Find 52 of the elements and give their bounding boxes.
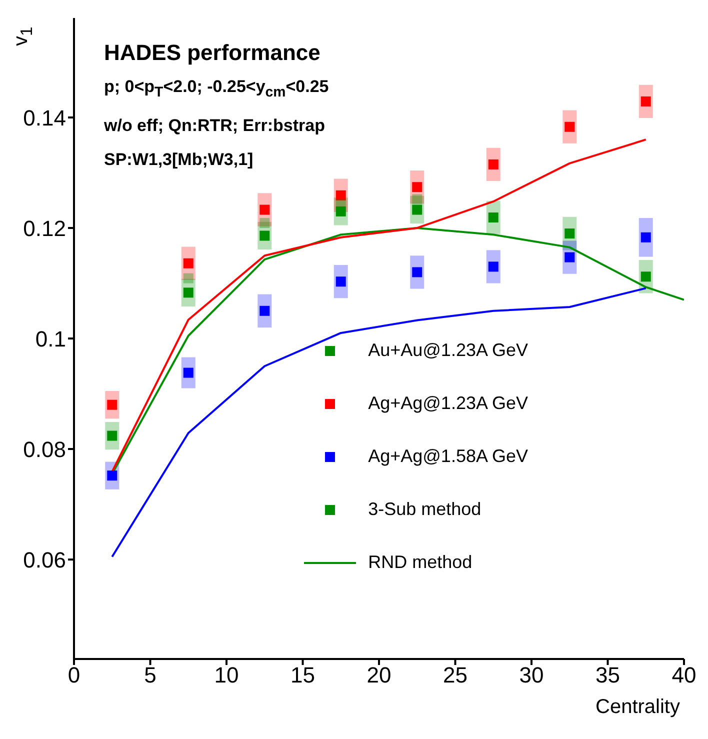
x-tick-label: 10 — [214, 662, 239, 688]
point — [412, 267, 422, 278]
x-tick-label: 5 — [144, 662, 156, 688]
point — [564, 122, 575, 132]
point — [488, 159, 498, 170]
y-tick-label: 0.14 — [23, 105, 66, 130]
point — [107, 430, 118, 441]
point — [336, 276, 346, 287]
x-axis-title: Centrality — [596, 696, 680, 719]
point — [564, 228, 575, 239]
x-tick-label: 15 — [290, 662, 315, 688]
point — [336, 199, 346, 210]
annotation: p; 0<p$_{T}$<2.0; -0.25<y$_{cm}$<0.25 — [104, 76, 329, 102]
point — [183, 288, 194, 298]
x-tick-label: 0 — [68, 662, 80, 688]
point — [640, 96, 651, 106]
legend-label: Ag+Ag@1.23A GeV — [368, 393, 528, 414]
annotation: SP:W1,3[Mb;W3,1] — [104, 149, 254, 172]
point — [412, 194, 422, 204]
point — [107, 400, 118, 410]
legend-label: RND method — [368, 552, 472, 573]
x-tick-label: 30 — [519, 662, 544, 688]
x-tick-label: 20 — [366, 662, 392, 688]
point — [260, 230, 270, 241]
point — [260, 204, 270, 215]
point — [412, 182, 422, 192]
x-tick-label: 35 — [596, 662, 620, 688]
point — [488, 262, 498, 272]
x-tick-label: 25 — [443, 662, 468, 688]
point — [336, 190, 346, 200]
point — [260, 306, 270, 316]
x-tick-label: 40 — [672, 662, 696, 688]
point — [412, 204, 422, 215]
legend-label: 3-Sub method — [368, 499, 482, 520]
point — [564, 252, 575, 262]
point — [107, 470, 118, 481]
point — [260, 218, 270, 228]
y-tick-label: 0.12 — [23, 216, 66, 241]
point — [183, 273, 194, 284]
text: HADES performance — [104, 39, 322, 67]
y-tick-label: 0.08 — [23, 436, 66, 462]
point — [183, 368, 194, 378]
point — [640, 232, 651, 242]
y-tick-label: 0.1 — [35, 326, 66, 352]
y-tick-label: 0.06 — [23, 547, 66, 572]
point — [488, 212, 498, 222]
point — [640, 272, 651, 282]
annotation: w/o eff; Qn:RTR; Err:bstrap — [104, 115, 326, 138]
point — [336, 206, 346, 216]
point — [183, 258, 194, 268]
legend-label: Ag+Ag@1.58A GeV — [368, 446, 528, 467]
legend-label: Au+Au@1.23A GeV — [368, 340, 528, 361]
